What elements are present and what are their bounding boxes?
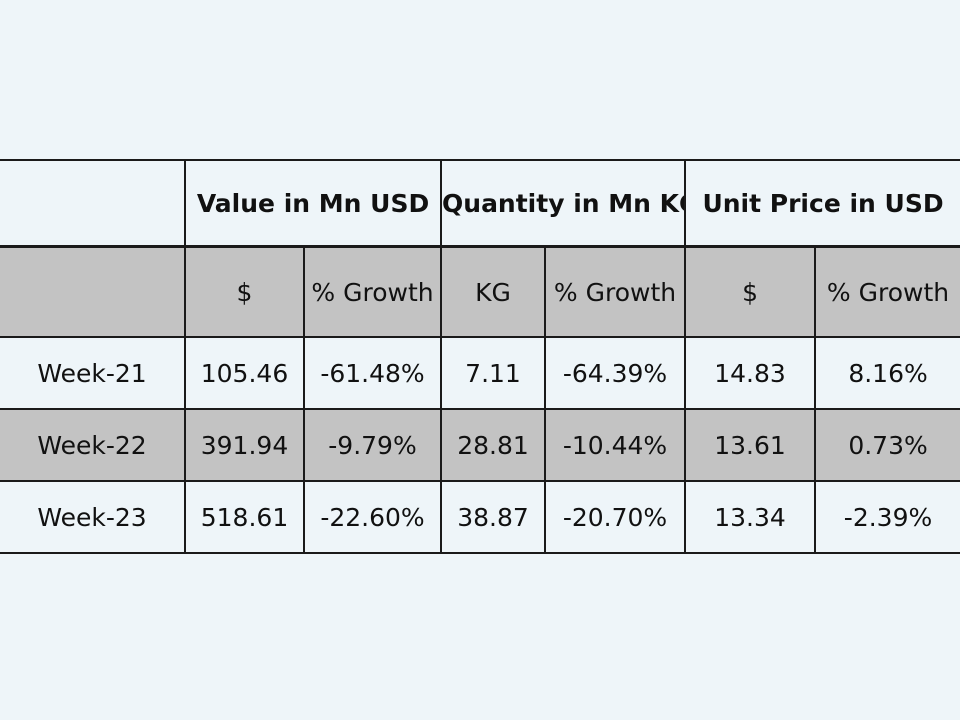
sub-header-qty-kg: KG (440, 245, 547, 338)
qty-growth-cell: -10.44% (544, 408, 687, 482)
unit-price-cell: 13.34 (684, 480, 817, 554)
quantity-group-header: Quantity in Mn KG (440, 159, 687, 248)
sub-header-row: $ % Growth KG % Growth $ % Growth (0, 245, 960, 338)
qty-kg-cell: 7.11 (440, 336, 547, 410)
week-cell: Week-23 (0, 480, 186, 554)
corner-cell (0, 159, 186, 248)
price-growth-cell: -2.39% (814, 480, 960, 554)
sub-header-value-usd: $ (184, 245, 305, 338)
qty-kg-cell: 28.81 (440, 408, 547, 482)
table-row: Week-23 518.61 -22.60% 38.87 -20.70% 13.… (0, 480, 960, 554)
sub-header-corner (0, 245, 186, 338)
table-row: Week-21 105.46 -61.48% 7.11 -64.39% 14.8… (0, 336, 960, 410)
value-usd-cell: 391.94 (184, 408, 305, 482)
weekly-trade-table: Value in Mn USD Quantity in Mn KG Unit P… (0, 159, 960, 554)
week-cell: Week-21 (0, 336, 186, 410)
unit-price-group-header: Unit Price in USD (684, 159, 960, 248)
value-usd-cell: 518.61 (184, 480, 305, 554)
price-growth-cell: 0.73% (814, 408, 960, 482)
value-group-header: Value in Mn USD (183, 159, 443, 248)
value-growth-cell: -61.48% (302, 336, 443, 410)
unit-price-cell: 13.61 (684, 408, 817, 482)
sub-header-unit-price: $ (684, 245, 817, 338)
unit-price-cell: 14.83 (684, 336, 817, 410)
qty-growth-cell: -64.39% (544, 336, 687, 410)
qty-kg-cell: 38.87 (440, 480, 547, 554)
sub-header-value-growth: % Growth (302, 245, 443, 338)
week-cell: Week-22 (0, 408, 186, 482)
value-growth-cell: -9.79% (302, 408, 443, 482)
sub-header-price-growth: % Growth (814, 245, 960, 338)
qty-growth-cell: -20.70% (544, 480, 687, 554)
price-growth-cell: 8.16% (814, 336, 960, 410)
value-growth-cell: -22.60% (302, 480, 443, 554)
table-row: Week-22 391.94 -9.79% 28.81 -10.44% 13.6… (0, 408, 960, 482)
value-usd-cell: 105.46 (184, 336, 305, 410)
group-header-row: Value in Mn USD Quantity in Mn KG Unit P… (0, 159, 960, 248)
sub-header-qty-growth: % Growth (544, 245, 687, 338)
